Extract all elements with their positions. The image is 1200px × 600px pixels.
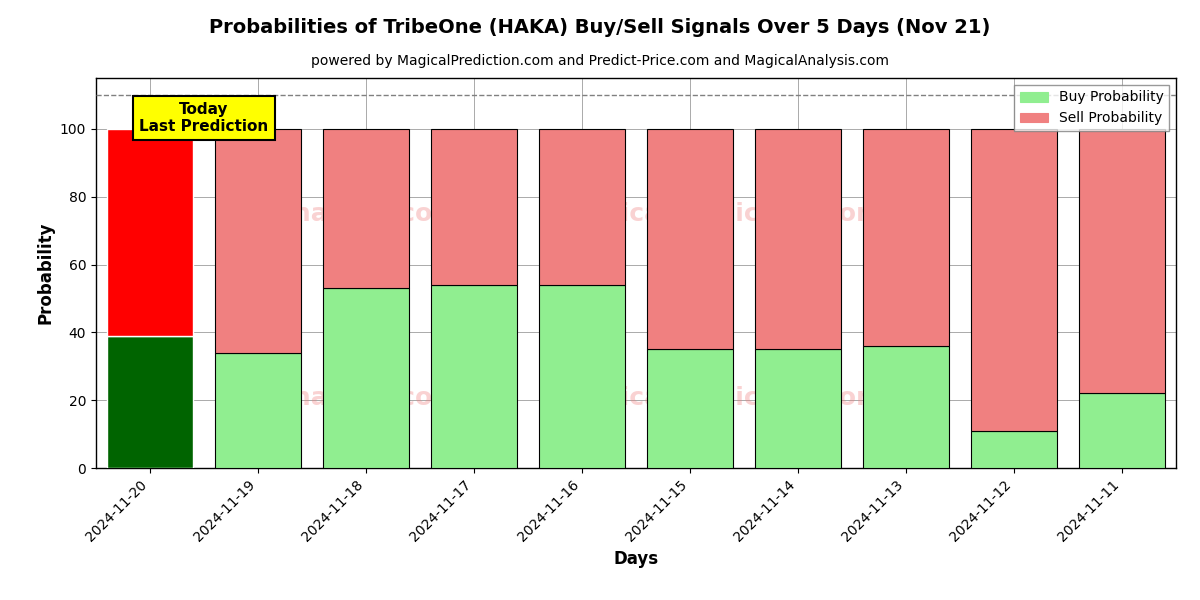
Text: calAnalysis.co: calAnalysis.co bbox=[234, 202, 433, 226]
Y-axis label: Probability: Probability bbox=[36, 222, 54, 324]
Bar bbox=[539, 129, 625, 285]
Bar bbox=[1079, 129, 1165, 394]
Bar bbox=[1079, 394, 1165, 468]
Bar bbox=[539, 285, 625, 468]
X-axis label: Days: Days bbox=[613, 550, 659, 568]
Bar bbox=[755, 129, 841, 349]
Text: Today
Last Prediction: Today Last Prediction bbox=[139, 102, 269, 134]
Bar bbox=[647, 129, 733, 349]
Bar bbox=[971, 129, 1057, 431]
Bar bbox=[431, 285, 517, 468]
Bar bbox=[755, 349, 841, 468]
Bar bbox=[107, 336, 193, 468]
Bar bbox=[215, 129, 301, 353]
Legend: Buy Probability, Sell Probability: Buy Probability, Sell Probability bbox=[1014, 85, 1169, 131]
Text: calAnalysis.co: calAnalysis.co bbox=[234, 386, 433, 410]
Text: powered by MagicalPrediction.com and Predict-Price.com and MagicalAnalysis.com: powered by MagicalPrediction.com and Pre… bbox=[311, 54, 889, 68]
Bar bbox=[863, 129, 949, 346]
Bar bbox=[863, 346, 949, 468]
Bar bbox=[323, 129, 409, 288]
Bar bbox=[431, 129, 517, 285]
Bar bbox=[107, 129, 193, 336]
Bar bbox=[647, 349, 733, 468]
Text: Probabilities of TribeOne (HAKA) Buy/Sell Signals Over 5 Days (Nov 21): Probabilities of TribeOne (HAKA) Buy/Sel… bbox=[209, 18, 991, 37]
Bar bbox=[215, 353, 301, 468]
Text: MagicalPrediction.com: MagicalPrediction.com bbox=[562, 386, 883, 410]
Bar bbox=[323, 288, 409, 468]
Bar bbox=[971, 431, 1057, 468]
Text: MagicalPrediction.com: MagicalPrediction.com bbox=[562, 202, 883, 226]
